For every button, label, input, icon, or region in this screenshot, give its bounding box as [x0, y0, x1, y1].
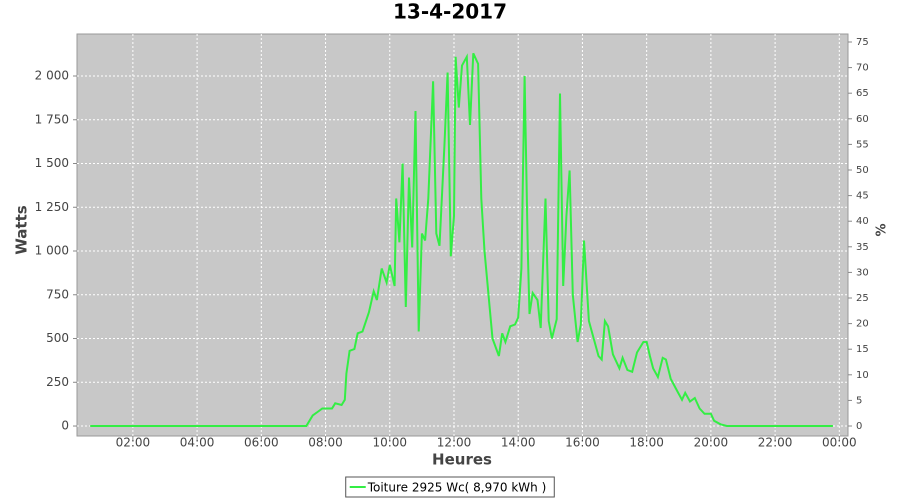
y-tick-label: 2 000: [35, 69, 69, 83]
plot-area: [76, 33, 849, 437]
chart-title: 13-4-2017: [393, 0, 507, 24]
y2-tick-label: 60: [856, 114, 869, 125]
x-tick-label: 04:00: [180, 436, 215, 450]
y-tick-label: 500: [46, 331, 69, 345]
y2-tick-label: 70: [856, 63, 869, 74]
y2-tick-label: 30: [856, 267, 869, 278]
series-line: [90, 52, 833, 427]
y2-axis-label: %: [875, 223, 890, 236]
x-tick-label: 00:00: [822, 436, 857, 450]
y-axis-label: Watts: [13, 205, 31, 254]
legend: Toiture 2925 Wc( 8,970 kWh ): [345, 476, 555, 498]
x-tick-label: 08:00: [308, 436, 343, 450]
y-tick-label: 1 000: [35, 244, 69, 258]
y2-tick-label: 35: [856, 242, 869, 253]
y2-tick-label: 5: [856, 395, 862, 406]
y2-tick-label: 65: [856, 88, 869, 99]
x-axis-label: Heures: [432, 451, 492, 469]
x-tick-label: 20:00: [694, 436, 729, 450]
y2-tick-label: 0: [856, 421, 862, 432]
legend-label: Toiture 2925 Wc( 8,970 kWh ): [367, 481, 547, 495]
x-tick-label: 12:00: [437, 436, 472, 450]
x-tick-label: 16:00: [565, 436, 600, 450]
y-tick-label: 250: [46, 375, 69, 389]
x-tick-label: 22:00: [758, 436, 793, 450]
y2-tick-label: 25: [856, 293, 869, 304]
y-tick-label: 1 250: [35, 200, 69, 214]
legend-box: [345, 476, 555, 498]
y-tick-label: 750: [46, 287, 69, 301]
x-tick-label: 18:00: [629, 436, 664, 450]
x-tick-label: 10:00: [372, 436, 407, 450]
y2-tick-label: 50: [856, 165, 869, 176]
x-tick-label: 14:00: [501, 436, 536, 450]
y-tick-label: 1 750: [35, 112, 69, 126]
x-tick-label: 06:00: [244, 436, 279, 450]
y2-tick-label: 45: [856, 191, 869, 202]
x-tick-label: 02:00: [116, 436, 151, 450]
y2-tick-label: 15: [856, 344, 869, 355]
y2-tick-label: 75: [856, 37, 869, 48]
y2-tick-label: 10: [856, 370, 869, 381]
y-tick-label: 0: [61, 419, 69, 433]
y2-tick-label: 40: [856, 216, 869, 227]
y2-tick-label: 20: [856, 319, 869, 330]
y-tick-label: 1 500: [35, 156, 69, 170]
y2-tick-label: 55: [856, 139, 869, 150]
